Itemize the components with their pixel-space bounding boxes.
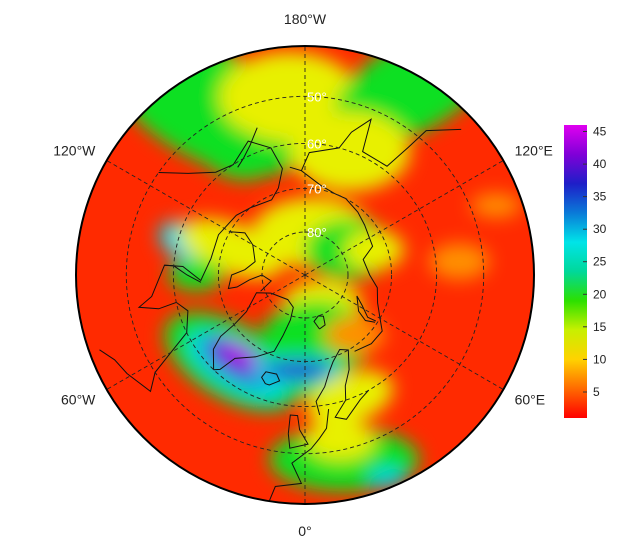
coastline [313,315,326,330]
latitude-circle [261,231,349,319]
field-blob [471,193,522,218]
colorbar-ticks: 5 10 15 20 25 30 35 40 45 [583,125,607,399]
coastline [260,371,281,386]
coastline [300,118,462,171]
colorbar-bar [564,125,587,418]
colorbar-tick-label: 20 [593,287,607,301]
longitude-label: 60°W [61,392,96,408]
latitude-label: 50° [307,89,327,104]
longitude-label: 180°W [284,11,327,27]
coastline [164,264,202,283]
longitude-label: 120°E [515,143,553,159]
field-blob [265,361,332,380]
colorbar: 5 10 15 20 25 30 35 40 45 [564,125,607,418]
latitude-label: 70° [307,181,327,196]
colorbar-tick-label: 25 [593,255,607,269]
latitude-circle [172,142,438,408]
meridian-line [106,160,306,276]
field-blob [305,420,376,461]
graticule [106,46,504,504]
latitude-label: 60° [307,136,327,151]
field-blob [429,243,490,280]
colorbar-tick-label: 15 [593,320,607,334]
meridian-line [304,274,504,390]
field-blob [196,125,274,181]
meridian-line [106,274,306,390]
coastline [227,231,272,292]
coastline [99,140,283,393]
longitude-label: 120°W [53,143,96,159]
field-blob [368,467,405,488]
coastline [268,409,330,502]
longitude-label: 0° [298,523,311,539]
colorbar-tick-label: 40 [593,157,607,171]
map-disk [76,46,534,504]
coastlines [99,118,462,502]
longitude-label: 60°E [515,392,546,408]
field-blob [325,316,385,353]
colorbar-tick-label: 5 [593,385,600,399]
latitude-label: 80° [307,225,327,240]
longitude-labels: 180°W 120°W 120°E 60°W 60°E 0° [53,11,553,539]
colorbar-tick-label: 35 [593,190,607,204]
coastline [212,292,294,371]
meridian-line [304,160,504,276]
field-blob [344,229,404,270]
colorbar-tick-label: 45 [593,125,607,139]
coastline [356,295,377,323]
coastline [237,127,258,168]
field-blob [218,341,258,369]
coastline [287,414,309,449]
colorbar-tick-label: 30 [593,222,607,236]
latitude-labels: 50° 60° 70° 80° [307,89,327,240]
data-field [106,46,522,492]
colorbar-tick-label: 10 [593,352,607,366]
map-border [75,45,535,505]
coastline [315,348,370,420]
field-blob [168,259,225,291]
coastline [289,166,383,352]
